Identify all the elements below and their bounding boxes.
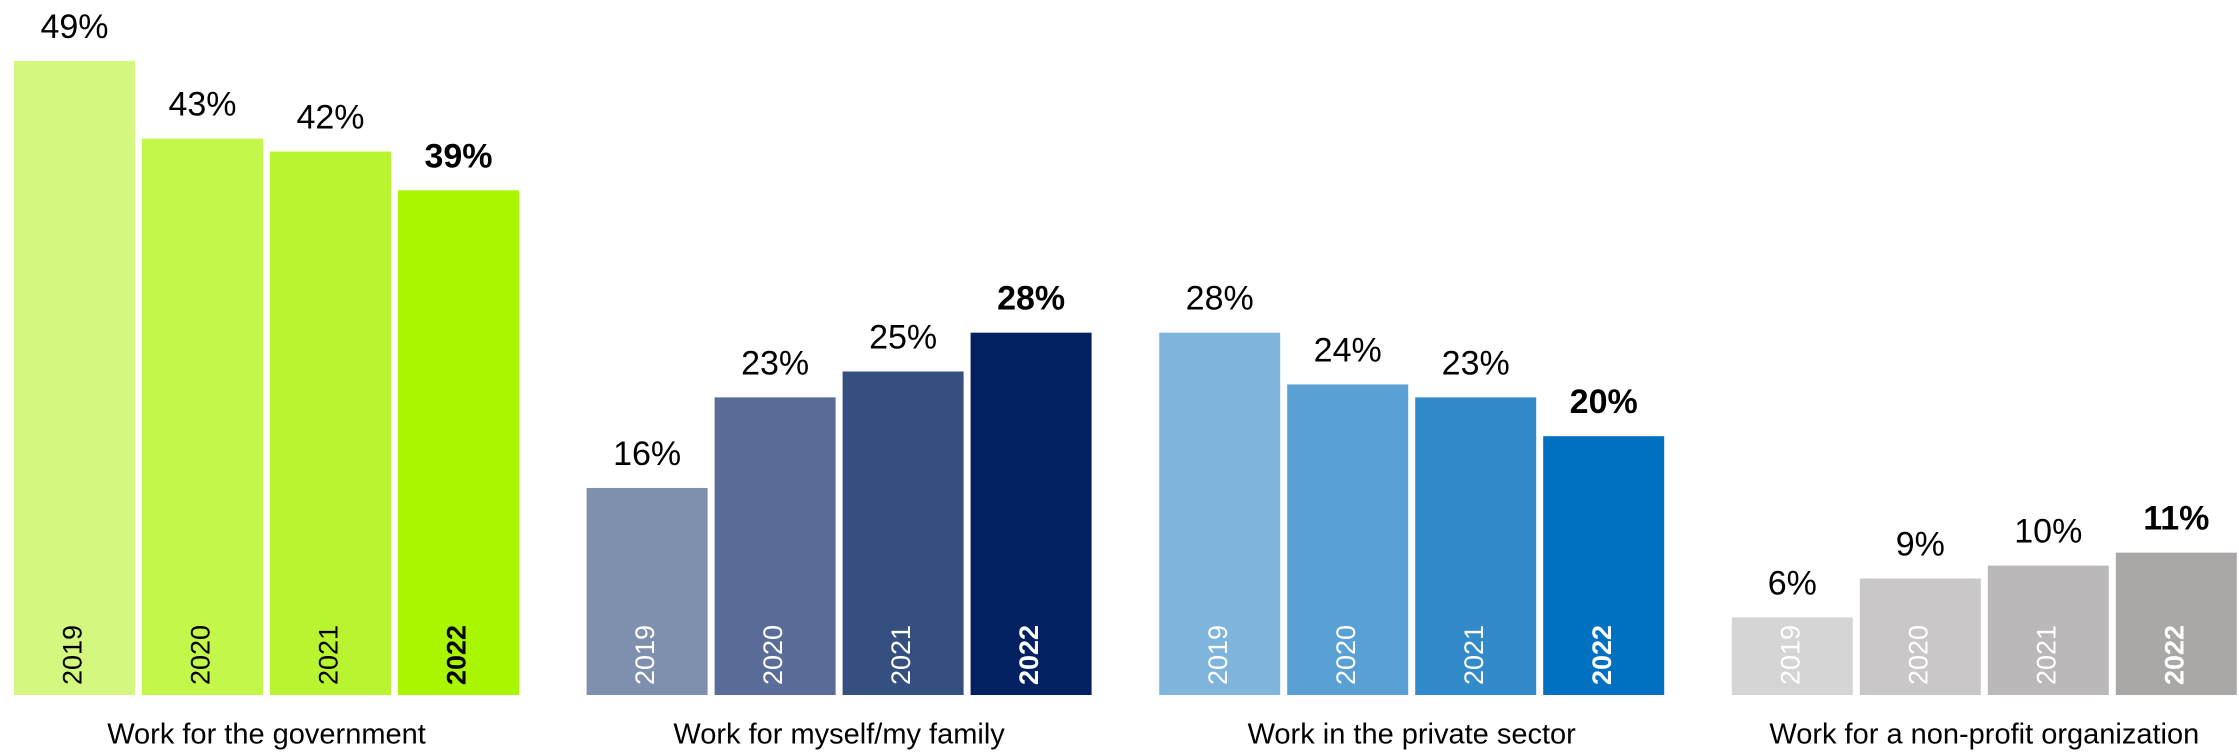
value-label: 16%: [613, 435, 681, 473]
value-label: 39%: [424, 137, 492, 175]
category-label: Work in the private sector: [1248, 719, 1577, 751]
bar: [1159, 332, 1281, 695]
bar: [586, 487, 708, 695]
bar: [142, 138, 263, 695]
year-label: 2021: [886, 625, 916, 685]
category-label: Work for the government: [107, 719, 426, 751]
year-label: 2019: [58, 625, 88, 685]
bar: [1987, 565, 2109, 695]
year-label: 2019: [1775, 625, 1805, 685]
year-label: 2022: [1014, 625, 1044, 685]
bar: [714, 397, 836, 695]
bar: [1543, 436, 1665, 695]
value-label: 43%: [168, 86, 236, 124]
category-label: Work for myself/my family: [673, 719, 1005, 751]
bar: [1859, 578, 1981, 695]
year-label: 2020: [1331, 625, 1361, 685]
bar: [270, 151, 391, 695]
value-label: 9%: [1896, 526, 1945, 564]
year-label: 2021: [1459, 625, 1489, 685]
year-label: 2021: [2031, 625, 2061, 685]
bar: [970, 332, 1092, 695]
year-label: 2022: [1587, 625, 1617, 685]
value-label: 49%: [40, 8, 108, 46]
value-label: 11%: [2143, 500, 2209, 538]
value-label: 23%: [741, 344, 809, 382]
year-label: 2022: [442, 625, 472, 685]
value-label: 28%: [997, 280, 1065, 318]
year-label: 2020: [186, 625, 216, 685]
year-label: 2019: [630, 625, 660, 685]
value-label: 28%: [1186, 280, 1254, 318]
value-label: 6%: [1768, 564, 1817, 602]
bar: [1731, 617, 1853, 695]
year-label: 2020: [1903, 625, 1933, 685]
bar: [1287, 384, 1409, 695]
bar: [398, 190, 519, 695]
bar: [1415, 397, 1537, 695]
value-label: 10%: [2014, 513, 2082, 551]
year-label: 2022: [2159, 625, 2189, 685]
value-label: 42%: [296, 99, 364, 137]
bar: [2115, 552, 2237, 695]
year-label: 2021: [314, 625, 344, 685]
bar: [842, 371, 964, 695]
value-label: 23%: [1442, 344, 1510, 382]
value-label: 20%: [1570, 383, 1638, 421]
bar: [14, 60, 135, 695]
value-label: 25%: [869, 318, 937, 356]
year-label: 2019: [1203, 625, 1233, 685]
value-label: 24%: [1314, 331, 1382, 369]
year-label: 2020: [758, 625, 788, 685]
category-label: Work for a non-profit organization: [1769, 719, 2199, 751]
